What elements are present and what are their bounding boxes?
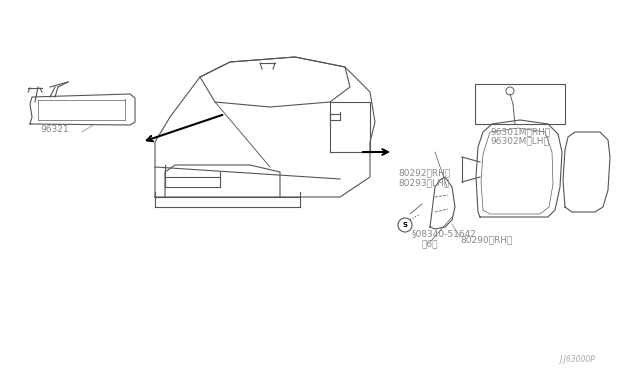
Text: 80293（LH）: 80293（LH） bbox=[398, 178, 449, 187]
Bar bbox=[475, 84, 565, 124]
Text: （6）: （6） bbox=[422, 239, 438, 248]
Text: 96301M（RH）: 96301M（RH） bbox=[490, 127, 550, 136]
Text: §08340-51642: §08340-51642 bbox=[412, 229, 477, 238]
Text: 80290（RH）: 80290（RH） bbox=[460, 235, 513, 244]
Text: 96302M（LH）: 96302M（LH） bbox=[490, 136, 549, 145]
Text: 96321: 96321 bbox=[41, 125, 69, 134]
Text: J.J63000P: J.J63000P bbox=[559, 355, 595, 364]
Text: 80292（RH）: 80292（RH） bbox=[398, 168, 451, 177]
Text: S: S bbox=[403, 222, 408, 228]
